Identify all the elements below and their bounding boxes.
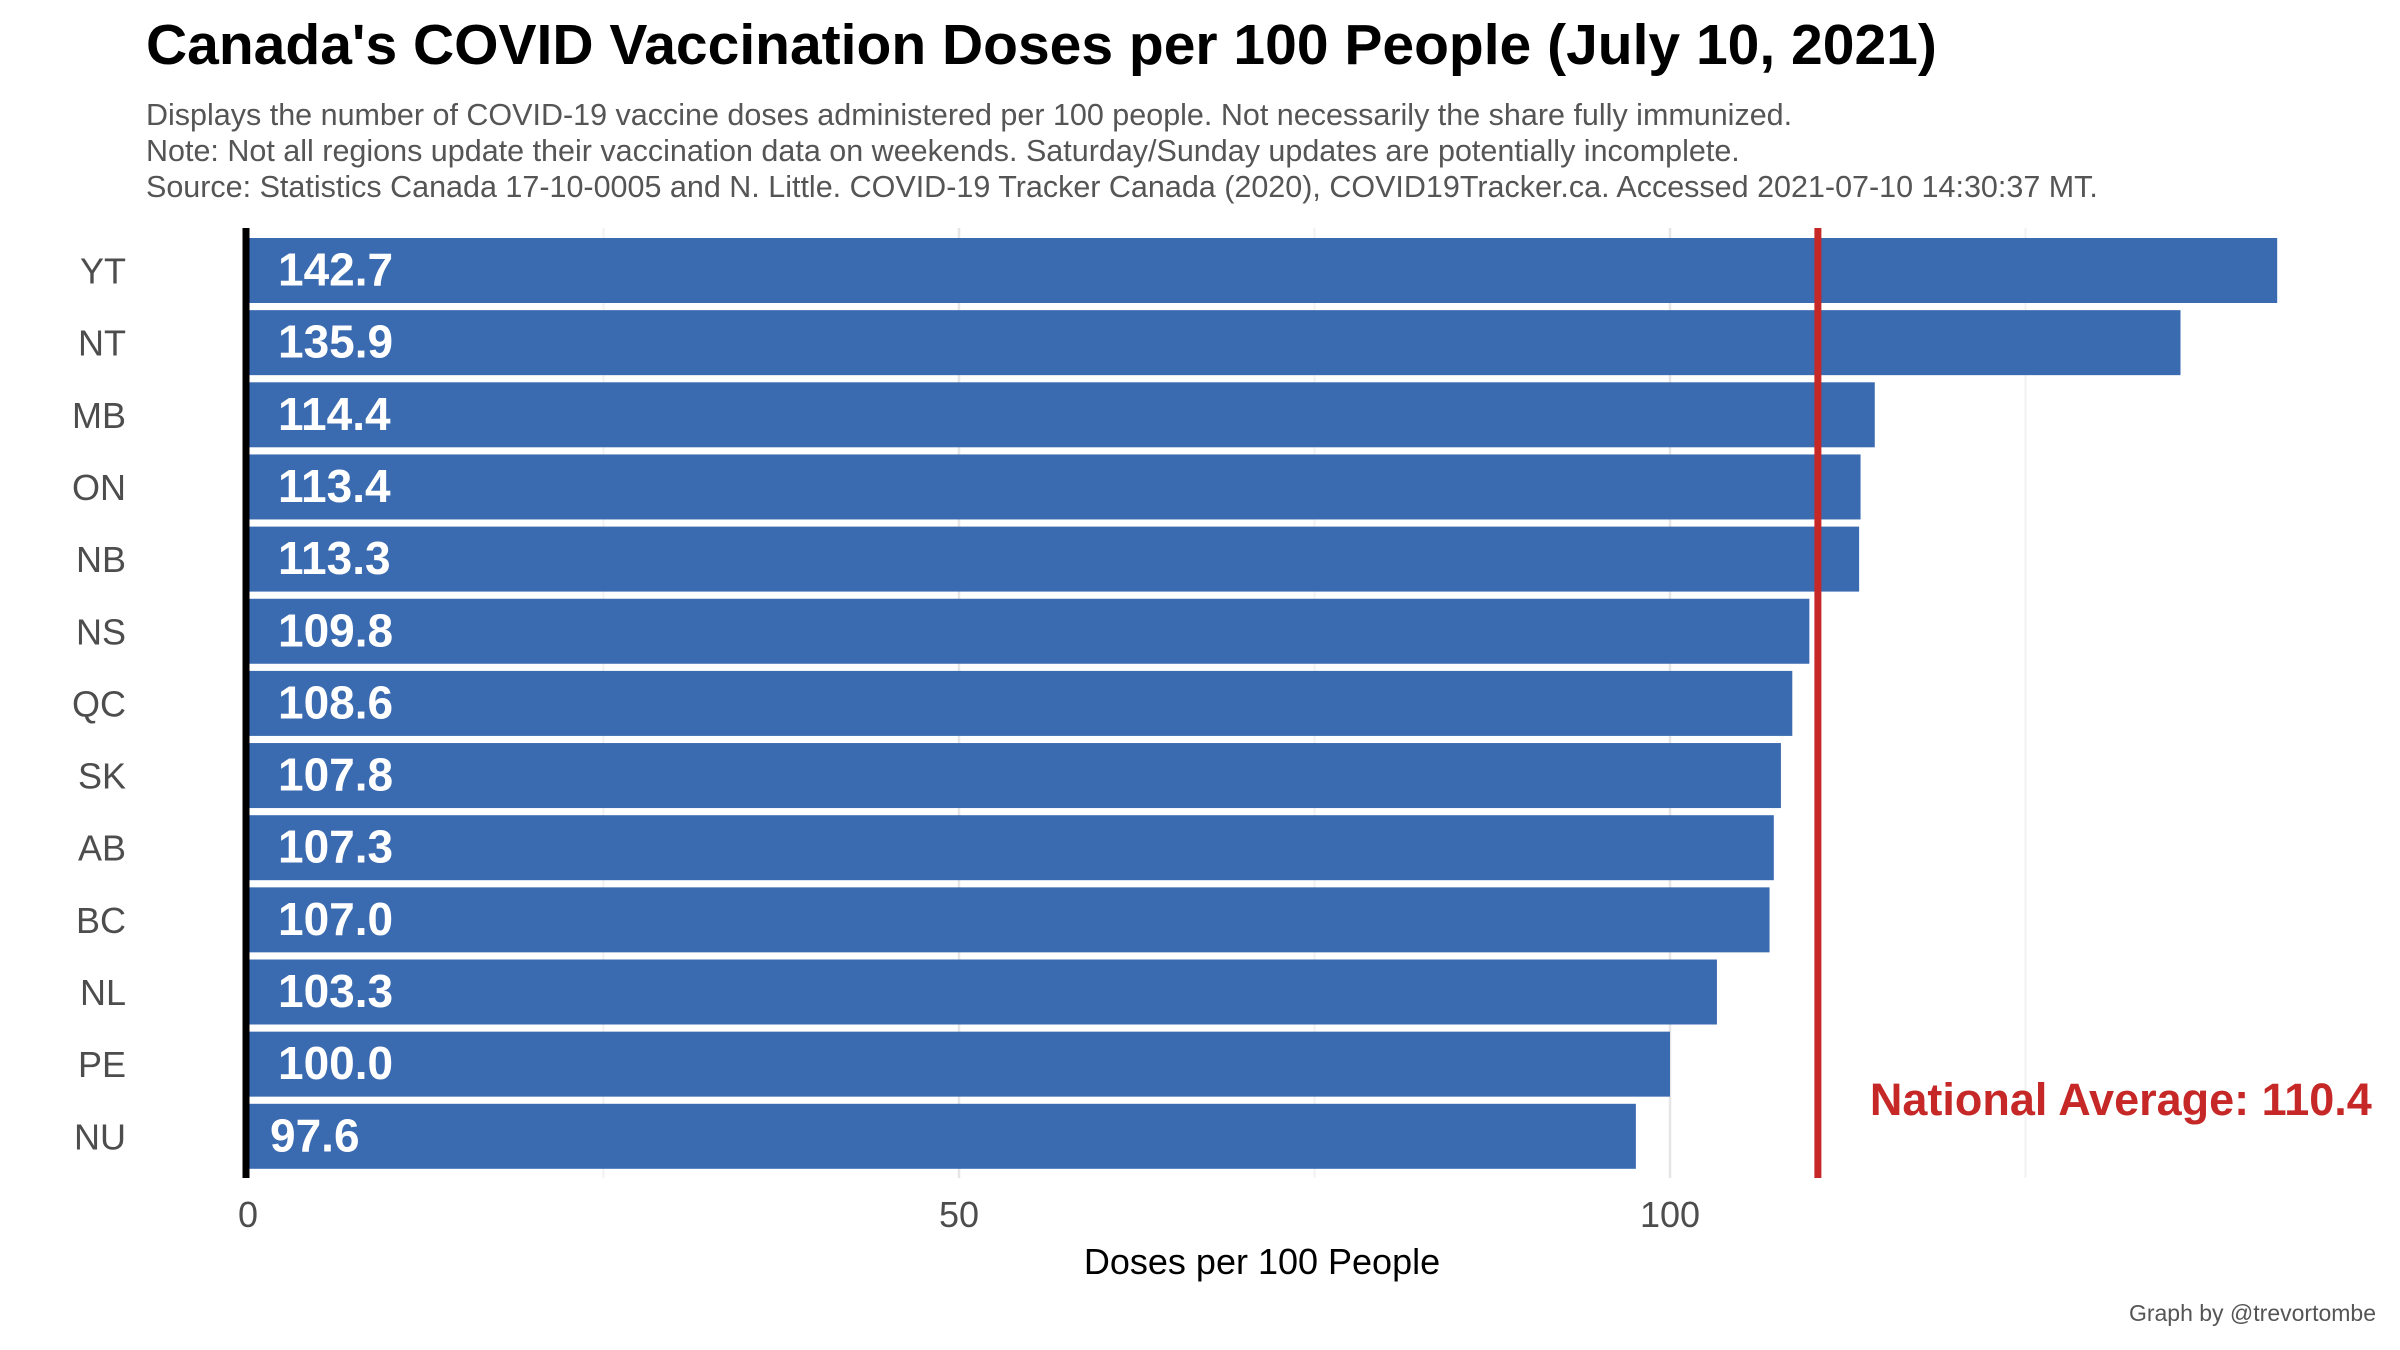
bar: [248, 959, 1717, 1025]
x-tick-label: 50: [939, 1194, 979, 1235]
x-axis-title: Doses per 100 People: [1084, 1241, 1440, 1282]
x-tick-label: 0: [238, 1194, 258, 1235]
y-tick-label: ON: [72, 467, 126, 508]
bar: [248, 815, 1774, 881]
y-tick-label: YT: [80, 251, 126, 292]
y-tick-label: AB: [78, 828, 126, 869]
x-tick-label: 100: [1640, 1194, 1700, 1235]
bar-value-label: 97.6: [270, 1109, 360, 1161]
bar: [248, 526, 1860, 592]
bar-value-label: 135.9: [278, 316, 393, 368]
y-tick-label: QC: [72, 683, 126, 724]
chart-caption: Graph by @trevortombe: [2128, 1300, 2376, 1326]
bar: [248, 670, 1793, 736]
bar: [248, 310, 2181, 376]
reference-layer: National Average: 110.4: [1814, 228, 2372, 1178]
bar: [248, 238, 2278, 303]
chart-title: Canada's COVID Vaccination Doses per 100…: [146, 13, 1937, 77]
y-tick-label: NS: [76, 611, 126, 652]
y-tick-label: SK: [78, 756, 126, 797]
y-tick-label: NT: [78, 323, 126, 364]
bar-value-label: 113.4: [278, 460, 391, 512]
bar: [248, 887, 1770, 953]
bar-value-label: 142.7: [278, 244, 393, 296]
bar-value-label: 113.3: [278, 532, 391, 584]
chart-subtitle-source: Source: Statistics Canada 17-10-0005 and…: [146, 170, 2098, 204]
bar-value-label: 114.4: [278, 388, 391, 440]
y-tick-label: NL: [80, 972, 126, 1013]
bar: [248, 1031, 1670, 1097]
bars-layer: [248, 238, 2278, 1169]
bar-value-label: 107.8: [278, 749, 393, 801]
bar: [248, 382, 1875, 448]
chart-subtitle-description: Displays the number of COVID-19 vaccine …: [146, 98, 1793, 132]
bar: [248, 1103, 1636, 1169]
chart-subtitle-note: Note: Not all regions update their vacci…: [146, 134, 1740, 168]
y-tick-label: BC: [76, 900, 126, 941]
bar-value-label: 103.3: [278, 965, 393, 1017]
bar-value-label: 107.0: [278, 893, 393, 945]
y-tick-label: MB: [72, 395, 126, 436]
bar-value-label: 107.3: [278, 821, 393, 873]
y-tick-label: PE: [78, 1044, 126, 1085]
bar: [248, 743, 1781, 809]
bar-value-label: 100.0: [278, 1037, 393, 1089]
y-tick-label: NB: [76, 539, 126, 580]
bar-value-label: 108.6: [278, 676, 393, 728]
labels-layer: 142.7 135.9 114.4 113.4 113.3 109.8 108.6 107.8…: [270, 244, 393, 1162]
axis-layer: YT NT MB ON NB NS QC SK AB BC NL PE NU 0 50 100 Doses pe…: [72, 228, 1700, 1282]
bar: [248, 454, 1861, 520]
y-tick-label: NU: [74, 1116, 126, 1157]
bar-value-label: 109.8: [278, 604, 393, 656]
national-average-label: National Average: 110.4: [1870, 1074, 2372, 1125]
bar: [248, 598, 1810, 664]
